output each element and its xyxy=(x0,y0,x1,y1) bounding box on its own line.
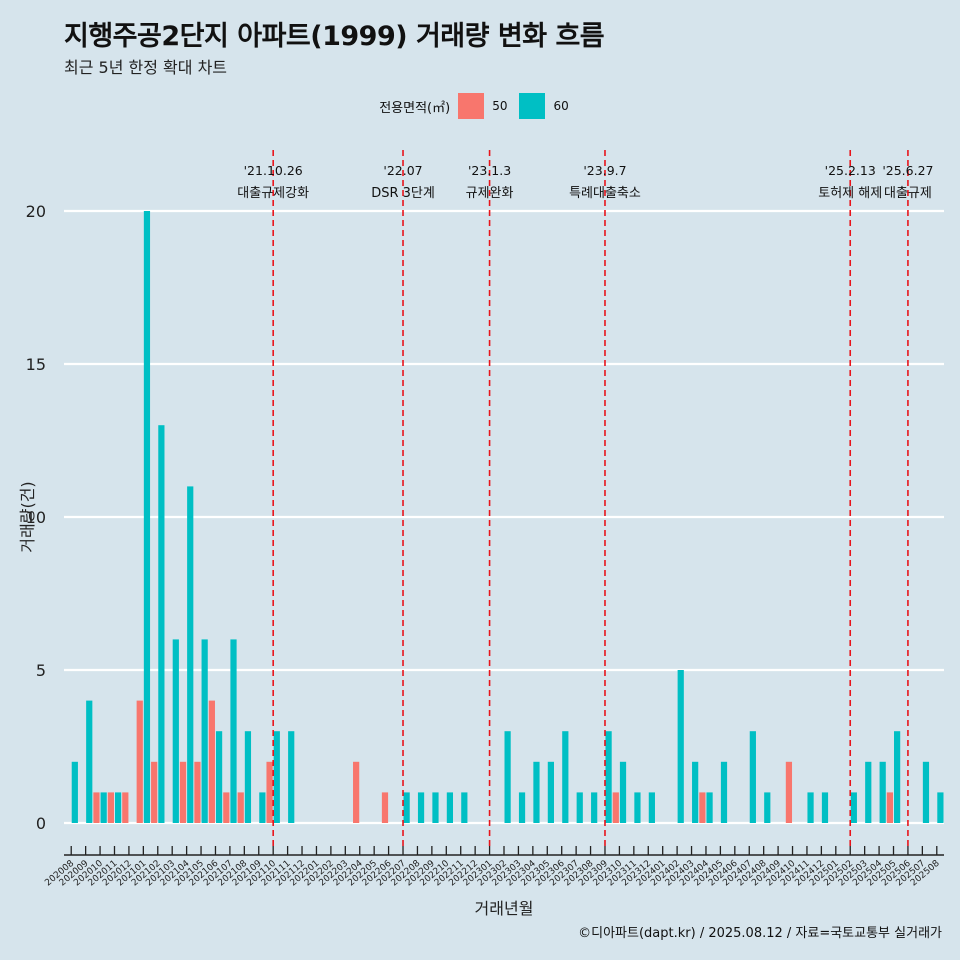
y-tick-label: 20 xyxy=(26,202,46,221)
bar xyxy=(785,761,793,823)
bar xyxy=(612,792,619,823)
bar xyxy=(158,425,165,823)
bar xyxy=(136,700,143,823)
bar xyxy=(230,639,237,823)
legend-key-60 xyxy=(519,93,546,119)
y-tick-label: 0 xyxy=(36,814,46,833)
event-label: 규제완화 xyxy=(466,186,514,201)
bar xyxy=(591,792,598,823)
bar xyxy=(937,792,944,823)
bar xyxy=(648,792,655,823)
bar xyxy=(223,792,230,823)
bar xyxy=(259,792,266,823)
bar xyxy=(86,700,93,823)
event-date-label: '23.1.3 xyxy=(468,163,511,178)
bar xyxy=(879,761,886,823)
bar xyxy=(172,639,179,823)
bar xyxy=(215,731,223,823)
bar xyxy=(821,792,829,823)
bar xyxy=(533,761,540,823)
bar xyxy=(706,792,713,823)
bar xyxy=(605,731,612,823)
event-label: 대출규제 xyxy=(884,186,932,201)
bar xyxy=(107,792,114,823)
bar xyxy=(187,486,194,823)
bar xyxy=(432,792,439,823)
bar xyxy=(850,792,857,823)
source-caption: ©디아파트(dapt.kr) / 2025.08.12 / 자료=국토교통부 실… xyxy=(578,926,942,941)
bar xyxy=(922,761,930,823)
y-tick-label: 5 xyxy=(36,661,46,680)
bar xyxy=(619,761,627,823)
event-label: 대출규제강화 xyxy=(237,186,309,201)
bar xyxy=(576,792,583,823)
bar xyxy=(461,792,468,823)
bar xyxy=(562,731,569,823)
legend: 전용면적(㎡) 50 60 xyxy=(0,93,960,119)
bar xyxy=(417,792,425,823)
y-axis-title: 거래량(건) xyxy=(18,481,37,552)
bar xyxy=(194,761,201,823)
bar xyxy=(114,792,122,823)
bar xyxy=(266,761,273,823)
bar xyxy=(634,792,641,823)
event-label: 특례대출축소 xyxy=(569,186,641,201)
bar xyxy=(699,792,706,823)
chart-title: 지행주공2단지 아파트(1999) 거래량 변화 흐름 xyxy=(64,21,605,52)
bar xyxy=(208,700,215,823)
event-date-label: '25.6.27 xyxy=(882,163,933,178)
bar xyxy=(886,792,894,823)
bar xyxy=(518,792,526,823)
bar xyxy=(547,761,554,823)
y-tick-label: 15 xyxy=(26,355,46,374)
event-date-label: '21.10.26 xyxy=(244,163,303,178)
bar xyxy=(692,761,699,823)
bar xyxy=(93,792,100,823)
bar xyxy=(288,731,295,823)
bar xyxy=(677,670,684,823)
bar xyxy=(381,792,389,823)
bar xyxy=(764,792,771,823)
bar xyxy=(143,211,151,823)
event-label: DSR 3단계 xyxy=(371,186,435,201)
bar xyxy=(749,731,756,823)
y-tick-label: 10 xyxy=(26,508,46,527)
bar xyxy=(244,731,252,823)
bar xyxy=(237,792,244,823)
bar xyxy=(100,792,107,823)
bar xyxy=(894,731,901,823)
legend-label-50: 50 xyxy=(492,99,508,113)
legend-key-50 xyxy=(458,93,485,119)
bar xyxy=(807,792,814,823)
bar xyxy=(720,761,728,823)
bar xyxy=(179,761,187,823)
bar xyxy=(403,792,410,823)
bar xyxy=(353,761,360,823)
bar xyxy=(71,761,78,823)
event-date-label: '22.07 xyxy=(383,163,422,178)
event-date-label: '25.2.13 xyxy=(825,163,876,178)
event-date-label: '23.9.7 xyxy=(583,163,626,178)
chart-subtitle: 최근 5년 한정 확대 차트 xyxy=(64,58,228,77)
legend-title: 전용면적(㎡) xyxy=(379,100,451,116)
bar xyxy=(446,792,454,823)
bar xyxy=(122,792,129,823)
bar xyxy=(201,639,208,823)
bar xyxy=(273,731,280,823)
bar xyxy=(504,731,511,823)
bar xyxy=(865,761,872,823)
bar xyxy=(151,761,158,823)
x-axis-title: 거래년월 xyxy=(475,899,534,918)
legend-label-60: 60 xyxy=(553,99,569,113)
event-label: 토허제 해제 xyxy=(818,186,882,201)
